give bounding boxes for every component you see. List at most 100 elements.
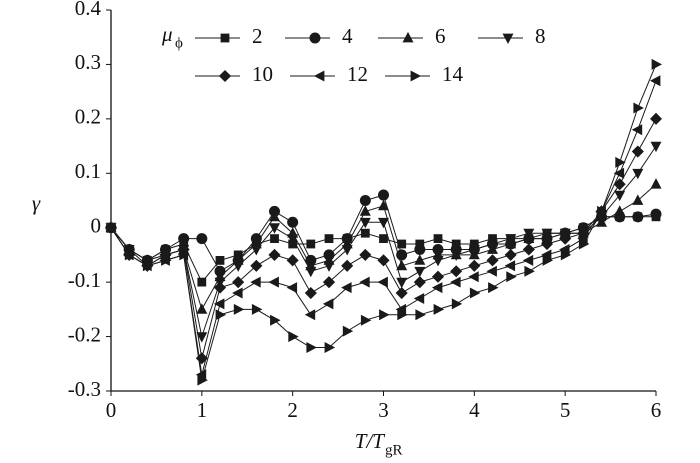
data-point — [359, 217, 371, 229]
data-point — [161, 254, 172, 266]
data-point — [250, 245, 262, 256]
y-tick-label: 0.2 — [75, 105, 101, 129]
data-point — [433, 234, 443, 243]
data-point — [504, 260, 516, 272]
data-point — [197, 374, 208, 386]
data-point — [614, 205, 626, 216]
data-point — [578, 238, 590, 250]
data-point — [451, 298, 463, 310]
data-point — [196, 332, 208, 343]
data-point — [395, 303, 407, 315]
data-point — [450, 276, 461, 288]
data-point — [304, 287, 317, 300]
data-point — [431, 282, 443, 294]
data-point — [397, 309, 408, 321]
data-point — [251, 303, 263, 315]
data-point — [213, 281, 227, 294]
x-tick-label: 6 — [651, 398, 662, 422]
data-point — [341, 245, 353, 256]
legend-label: 6 — [435, 24, 446, 48]
legend-marker — [220, 33, 230, 43]
data-point — [468, 245, 480, 256]
data-point — [215, 256, 225, 265]
data-point — [359, 248, 372, 261]
data-point — [650, 112, 662, 125]
legend-marker — [502, 33, 514, 44]
data-point — [286, 254, 299, 267]
data-point — [359, 205, 371, 216]
data-point — [631, 124, 643, 136]
legend-marker — [309, 32, 321, 44]
data-point — [413, 293, 425, 304]
data-point — [523, 228, 535, 240]
data-point — [431, 270, 445, 283]
data-point — [324, 234, 334, 243]
data-point — [560, 249, 572, 261]
data-point — [268, 276, 279, 288]
data-point — [196, 233, 208, 245]
data-point — [304, 309, 316, 321]
y-tick-label: 0.1 — [75, 159, 101, 183]
x-tick-label: 1 — [197, 398, 208, 422]
data-point — [486, 254, 499, 267]
x-axis-label-subscript: gR — [385, 442, 403, 458]
x-tick-label: 3 — [378, 398, 389, 422]
data-point — [360, 314, 372, 326]
data-point — [650, 208, 662, 220]
data-point — [142, 260, 154, 272]
data-point — [541, 228, 553, 240]
data-point — [178, 233, 190, 245]
data-point — [323, 261, 335, 272]
legend-label: 14 — [442, 62, 464, 86]
data-point — [541, 249, 552, 261]
data-point — [233, 303, 245, 315]
y-tick-label: 0.4 — [75, 0, 102, 20]
data-point — [377, 276, 388, 288]
data-point — [632, 211, 644, 223]
data-point — [268, 248, 281, 261]
data-point — [615, 156, 626, 168]
data-point — [286, 282, 298, 294]
data-point — [106, 222, 117, 234]
data-point — [360, 228, 370, 238]
legend-label: 4 — [342, 24, 353, 48]
data-point — [213, 298, 225, 310]
data-point — [378, 199, 389, 211]
data-point — [232, 261, 244, 272]
x-axis-label: T/T — [355, 429, 386, 453]
data-point — [488, 282, 499, 294]
data-point — [487, 239, 498, 251]
data-point — [379, 234, 388, 243]
data-point — [232, 287, 243, 299]
data-point — [432, 256, 444, 267]
data-point — [414, 254, 426, 265]
data-point — [542, 254, 553, 266]
data-point — [269, 210, 280, 222]
data-point — [650, 178, 662, 189]
data-point — [415, 309, 426, 321]
data-point — [341, 259, 354, 272]
y-tick-label: 0.3 — [75, 50, 101, 74]
legend-title: μ — [161, 22, 173, 46]
data-point — [506, 271, 517, 283]
data-point — [468, 259, 481, 272]
data-point — [413, 276, 426, 289]
data-point — [377, 254, 390, 267]
data-point — [414, 243, 426, 255]
data-point — [541, 238, 553, 251]
data-point — [322, 298, 334, 310]
data-point — [179, 249, 190, 261]
data-point — [269, 223, 280, 234]
data-point — [196, 303, 208, 314]
data-point — [306, 342, 317, 353]
data-point — [396, 259, 408, 271]
legend-marker — [410, 70, 422, 82]
data-point — [232, 276, 245, 289]
data-point — [504, 248, 517, 261]
data-point — [124, 249, 136, 261]
data-point — [287, 234, 299, 245]
legend-label: 10 — [252, 62, 273, 86]
data-point — [287, 216, 299, 228]
legend-title-subscript: ϕ — [175, 35, 183, 51]
legend-label: 2 — [252, 24, 263, 48]
